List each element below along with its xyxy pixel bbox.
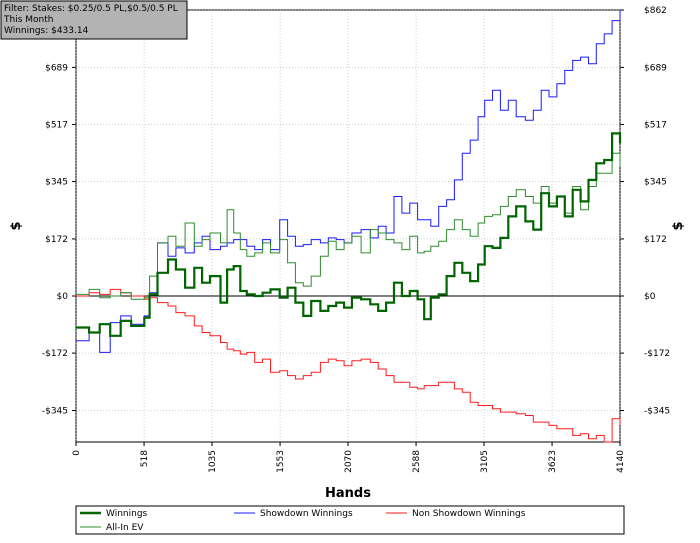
y-tick-label-left: -$172	[42, 349, 68, 359]
legend-label-allin-ev: All-In EV	[106, 523, 144, 533]
x-tick-label: 518	[140, 450, 150, 467]
y-tick-label-right: $0	[644, 292, 656, 302]
filter-box: Filter: Stakes: $0.25/0.5 PL,$0.5/0.5 PL…	[0, 0, 188, 40]
x-tick-label: 0	[72, 450, 82, 456]
legend-label-showdown: Showdown Winnings	[260, 509, 353, 519]
y-tick-label-right: $345	[644, 178, 667, 188]
x-tick-label: 4140	[616, 450, 626, 473]
y-tick-label-left: $0	[57, 292, 69, 302]
x-tick-label: 2588	[412, 450, 422, 473]
legend-label-winnings: Winnings	[106, 509, 148, 519]
y-tick-label-left: $172	[45, 235, 68, 245]
y-tick-label-right: $172	[644, 235, 667, 245]
legend: Winnings Showdown Winnings Non Showdown …	[75, 505, 625, 535]
series-line-non-showdown-winnings	[76, 288, 621, 443]
x-axis-title: Hands	[325, 486, 371, 501]
series-line-all-in-ev	[76, 152, 621, 300]
y-tick-label-right: -$172	[644, 349, 670, 359]
y-tick-labels-right: $862 $689 $517 $345 $172 $0 -$172 -$345	[644, 6, 670, 416]
series-lines	[76, 10, 622, 443]
y-tick-label-left: $345	[45, 178, 68, 188]
x-tick-label: 1553	[276, 450, 286, 473]
y-tick-label-left: $689	[45, 63, 68, 73]
x-tick-label: 3623	[548, 450, 558, 473]
x-tick-labels: 0 518 1035 1553 2070 2588 3105 3623 4140	[72, 450, 626, 473]
series-line-winnings	[76, 132, 622, 337]
legend-label-non-showdown: Non Showdown Winnings	[412, 509, 526, 519]
y-tick-label-right: -$345	[644, 406, 670, 416]
y-tick-label-left: -$345	[42, 406, 68, 416]
y-tick-label-left: $517	[45, 120, 68, 130]
filter-line-winnings: Winnings: $433.14	[4, 26, 89, 36]
x-tick-label: 1035	[208, 450, 218, 473]
y-axis-title-right: $	[671, 221, 686, 230]
y-axis-title-left: $	[9, 221, 24, 230]
filter-line-period: This Month	[3, 15, 53, 25]
filter-line-stakes: Filter: Stakes: $0.25/0.5 PL,$0.5/0.5 PL	[4, 4, 178, 14]
y-tick-label-right: $689	[644, 63, 667, 73]
series-line-showdown-winnings	[76, 10, 621, 353]
x-tick-label: 2070	[344, 450, 354, 473]
y-tick-label-right: $517	[644, 120, 667, 130]
legend-box	[75, 505, 625, 535]
y-tick-label-right: $862	[644, 6, 667, 16]
grid-lines	[72, 9, 624, 446]
x-tick-label: 3105	[480, 450, 490, 473]
